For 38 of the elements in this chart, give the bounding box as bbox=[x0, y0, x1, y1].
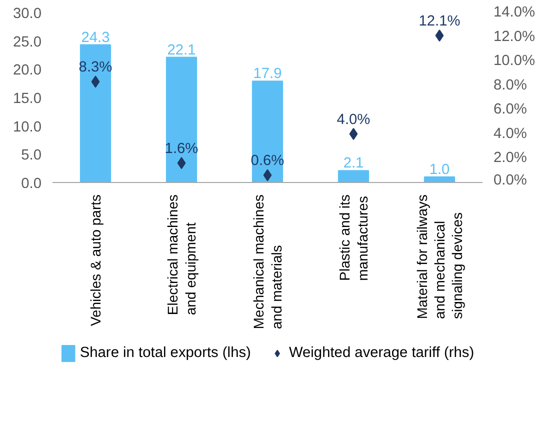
y-tick-label: 0.0 bbox=[21, 176, 42, 192]
y-tick-label: 25.0 bbox=[12, 34, 42, 50]
y2-tick-label: 8.0% bbox=[494, 77, 527, 94]
x-tick-label: Mechanical machines and materials bbox=[250, 194, 284, 330]
point bbox=[263, 169, 272, 182]
data-label: 22.1 bbox=[167, 42, 196, 58]
y-tick-label: 20.0 bbox=[12, 62, 42, 79]
x-tick-label: Electrical machines and equipment bbox=[164, 194, 198, 316]
bar bbox=[338, 170, 370, 182]
y2-tick-label: 14.0% bbox=[494, 4, 536, 20]
y2-tick-label: 12.0% bbox=[494, 28, 536, 45]
bar bbox=[166, 56, 198, 182]
x-tick-label: Vehicles & auto parts bbox=[88, 194, 104, 326]
legend-label: Weighted average tariff (rhs) bbox=[288, 345, 474, 361]
y2-tick-label: 0.0% bbox=[494, 172, 527, 188]
y-tick-label: 30.0 bbox=[12, 6, 42, 22]
bar bbox=[252, 80, 284, 182]
x-tick-label: Material for railways and mechanical signaling devices bbox=[414, 194, 466, 319]
point bbox=[435, 30, 444, 42]
bar bbox=[80, 44, 112, 182]
legend-label: Share in total exports (lhs) bbox=[80, 345, 251, 361]
data-label: 17.9 bbox=[253, 66, 282, 82]
point bbox=[177, 157, 186, 170]
data-label: 2.1 bbox=[343, 156, 364, 172]
point bbox=[91, 76, 100, 88]
data-label: 4.0% bbox=[336, 112, 370, 128]
y2-tick-label: 4.0% bbox=[494, 126, 527, 142]
data-label: 1.0 bbox=[429, 162, 450, 178]
y-tick-label: 5.0 bbox=[21, 148, 42, 164]
y2-tick-label: 6.0% bbox=[494, 102, 527, 118]
y2-tick-label: 10.0% bbox=[494, 53, 536, 70]
y2-tick-label: 2.0% bbox=[494, 150, 527, 166]
x-tick-label: Plastic and its manufactures bbox=[336, 194, 370, 281]
y-tick-label: 10.0 bbox=[12, 119, 42, 136]
point bbox=[349, 128, 358, 140]
y-tick-label: 15.0 bbox=[12, 91, 42, 107]
data-label: 24.3 bbox=[81, 30, 110, 46]
data-label: 12.1% bbox=[418, 14, 460, 30]
